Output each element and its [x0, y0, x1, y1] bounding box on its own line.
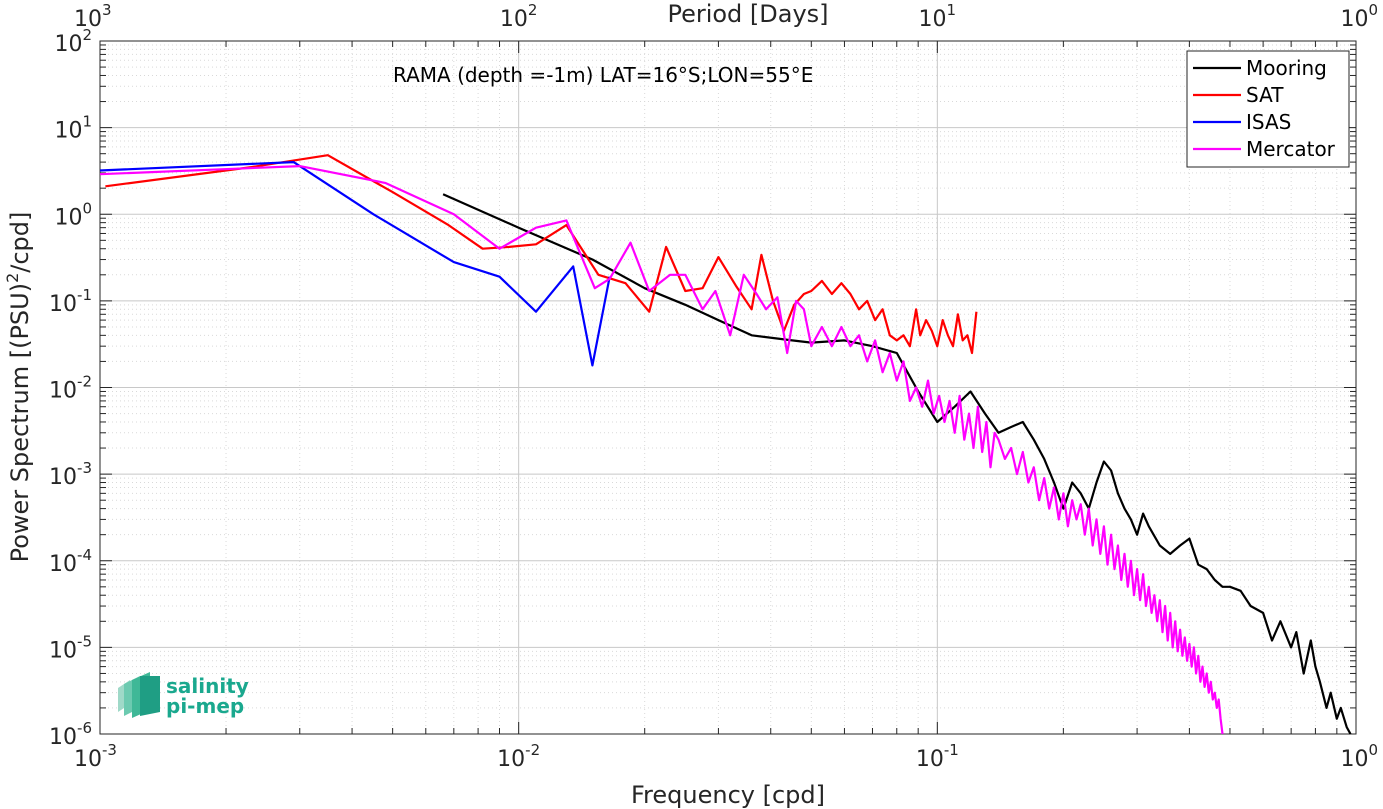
chart-annotation: RAMA (depth =-1m) LAT=16°S;LON=55°E [393, 63, 813, 87]
top-tick-label: 102 [500, 1, 538, 32]
top-axis-title: Period [Days] [667, 0, 828, 28]
x-tick-label-exp: -3 [102, 741, 117, 759]
y-tick-label: 100 [54, 199, 92, 230]
y-tick-label: 10-5 [49, 632, 92, 663]
y-tick-label: 102 [54, 26, 92, 57]
y-tick-label-exp: -6 [77, 719, 92, 737]
top-tick-label: 103 [74, 1, 112, 32]
y-tick-label-exp: 2 [82, 26, 92, 44]
y-tick-label-exp: -5 [77, 632, 92, 650]
series-line-sat [105, 154, 978, 355]
y-tick-label-base: 10 [54, 205, 82, 230]
legend-label-mercator: Mercator [1246, 137, 1336, 161]
legend-label-sat: SAT [1246, 83, 1284, 107]
y-axis-title-tail: /cpd] [6, 212, 34, 273]
logo-wave-4 [140, 676, 160, 716]
y-tick-label-base: 10 [49, 638, 77, 663]
y-tick-label: 101 [54, 113, 92, 144]
y-tick-label-exp: 0 [82, 199, 92, 217]
x-tick-label-base: 10 [497, 747, 525, 772]
x-tick-label: 10-2 [497, 741, 540, 772]
top-tick-label-base: 10 [500, 7, 528, 32]
y-tick-label-exp: -4 [77, 546, 92, 564]
x-tick-label-exp: 0 [1368, 741, 1378, 759]
top-tick-label-exp: 1 [947, 1, 957, 19]
y-tick-label-exp: -2 [77, 373, 92, 391]
y-tick-label: 10-2 [49, 373, 92, 404]
top-tick-label-base: 10 [919, 7, 947, 32]
y-tick-label: 10-1 [49, 286, 92, 317]
y-tick-label-base: 10 [54, 119, 82, 144]
series-line-isas [99, 161, 611, 367]
top-tick-label: 100 [1340, 1, 1378, 32]
y-tick-label: 10-3 [49, 459, 92, 490]
series-line-mercator [99, 165, 1224, 735]
top-tick-label-exp: 0 [1368, 1, 1378, 19]
legend: Mooring SAT ISAS Mercator [1186, 50, 1350, 168]
salinity-pi-mep-logo: salinity pi-mep [118, 672, 249, 718]
y-tick-label-exp: -3 [77, 459, 92, 477]
y-tick-label: 10-6 [49, 719, 92, 750]
y-tick-label-base: 10 [49, 552, 77, 577]
y-tick-label-exp: 1 [82, 113, 92, 131]
x-tick-label-exp: -2 [525, 741, 540, 759]
x-tick-label-base: 10 [74, 747, 102, 772]
logo-text-salinity: salinity [166, 674, 249, 698]
series-layer [99, 154, 1352, 735]
minor-grid [100, 41, 1356, 734]
y-tick-label-base: 10 [49, 725, 77, 750]
x-tick-label-exp: -1 [944, 741, 959, 759]
legend-label-mooring: Mooring [1246, 56, 1327, 80]
y-tick-label-base: 10 [49, 292, 77, 317]
y-axis-title-main: Power Spectrum [(PSU) [6, 283, 34, 562]
top-tick-label-base: 10 [74, 7, 102, 32]
legend-entries: Mooring SAT ISAS Mercator [1193, 56, 1336, 161]
x-tick-label-base: 10 [1340, 747, 1368, 772]
top-tick-label: 101 [919, 1, 957, 32]
y-tick-label: 10-4 [49, 546, 92, 577]
top-tick-label-exp: 3 [102, 1, 112, 19]
legend-box [1186, 50, 1350, 168]
top-tick-label-exp: 2 [528, 1, 538, 19]
y-tick-label-base: 10 [49, 465, 77, 490]
y-axis-title-sup: 2 [3, 273, 22, 283]
x-tick-label: 10-3 [74, 741, 117, 772]
y-axis-title: Power Spectrum [(PSU)2/cpd] [3, 212, 34, 563]
logo-text-pi-mep: pi-mep [166, 694, 244, 718]
y-tick-label-base: 10 [54, 32, 82, 57]
x-tick-label: 100 [1340, 741, 1378, 772]
y-tick-label-base: 10 [49, 379, 77, 404]
axis-ticks [99, 40, 1357, 735]
x-axis-title: Frequency [cpd] [631, 781, 825, 809]
top-tick-label-base: 10 [1340, 7, 1368, 32]
legend-label-isas: ISAS [1246, 110, 1291, 134]
x-tick-label: 10-1 [916, 741, 959, 772]
x-tick-label-base: 10 [916, 747, 944, 772]
y-tick-label-exp: -1 [77, 286, 92, 304]
